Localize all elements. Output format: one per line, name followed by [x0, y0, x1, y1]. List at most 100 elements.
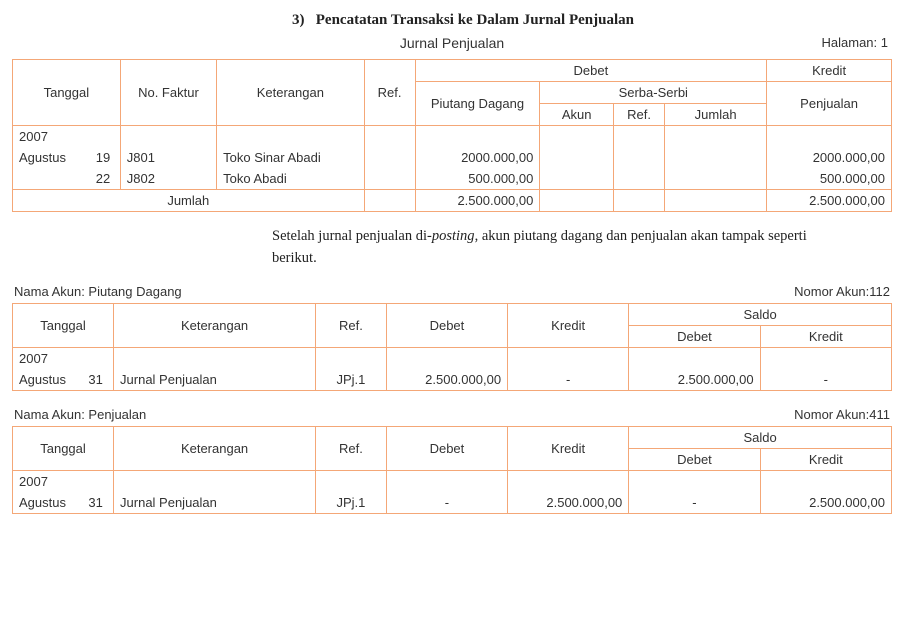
table-row: Agustus 31 Jurnal Penjualan JPj.1 - 2.50… [13, 492, 892, 514]
cell-year: 2007 [13, 347, 79, 369]
cell-ref: JPj.1 [316, 369, 387, 391]
cell-empty [78, 347, 113, 369]
cell-empty [316, 347, 387, 369]
cell-skredit: - [760, 369, 891, 391]
ledger1-name: Nama Akun: Piutang Dagang [14, 284, 182, 299]
cell-empty [767, 126, 892, 148]
cell-debet: - [386, 492, 507, 514]
cell-empty [316, 470, 387, 492]
cell-day: 22 [86, 168, 120, 190]
col-ref: Ref. [316, 303, 387, 347]
cell-empty [120, 126, 216, 148]
col-debet: Debet [386, 303, 507, 347]
col-debet: Debet [415, 60, 767, 82]
cell-sdebet: 2.500.000,00 [629, 369, 760, 391]
cell-empty [114, 347, 316, 369]
cell-empty [364, 168, 415, 190]
table-row: Agustus 19 J801 Toko Sinar Abadi 2000.00… [13, 147, 892, 168]
table-row: 2007 [13, 470, 892, 492]
cell-empty [114, 470, 316, 492]
cell-total-piutang: 2.500.000,00 [415, 190, 540, 212]
col-faktur: No. Faktur [120, 60, 216, 126]
cell-ket: Toko Sinar Abadi [217, 147, 364, 168]
paragraph-part1: Setelah jurnal penjualan di- [272, 228, 432, 244]
cell-ket: Jurnal Penjualan [114, 492, 316, 514]
col-ref-sub: Ref. [614, 104, 665, 126]
col-tanggal: Tanggal [13, 426, 114, 470]
section-title-text: Pencatatan Transaksi ke Dalam Jurnal Pen… [316, 12, 634, 28]
cell-empty [760, 347, 891, 369]
col-keterangan: Keterangan [114, 303, 316, 347]
cell-day: 19 [86, 147, 120, 168]
col-keterangan: Keterangan [114, 426, 316, 470]
cell-skredit: 2.500.000,00 [760, 492, 891, 514]
cell-kredit: - [508, 369, 629, 391]
cell-ket: Jurnal Penjualan [114, 369, 316, 391]
cell-ket: Toko Abadi [217, 168, 364, 190]
cell-empty [760, 470, 891, 492]
cell-empty [86, 126, 120, 148]
col-kredit: Kredit [508, 303, 629, 347]
ledger2-name: Nama Akun: Penjualan [14, 407, 146, 422]
cell-kredit: 2.500.000,00 [508, 492, 629, 514]
cell-empty [217, 126, 364, 148]
cell-empty [78, 470, 113, 492]
cell-empty [13, 168, 87, 190]
sales-journal-title: Jurnal Penjualan [12, 35, 892, 51]
col-saldo-debet: Debet [629, 448, 760, 470]
col-piutang: Piutang Dagang [415, 82, 540, 126]
cell-penjualan: 2000.000,00 [767, 147, 892, 168]
cell-empty [614, 190, 665, 212]
cell-sdebet: - [629, 492, 760, 514]
col-akun: Akun [540, 104, 614, 126]
cell-empty [364, 126, 415, 148]
cell-year: 2007 [13, 126, 87, 148]
col-saldo-debet: Debet [629, 325, 760, 347]
cell-month: Agustus [13, 147, 87, 168]
cell-empty [364, 147, 415, 168]
col-debet: Debet [386, 426, 507, 470]
cell-total-penjualan: 2.500.000,00 [767, 190, 892, 212]
sales-journal-table: Tanggal No. Faktur Keterangan Ref. Debet… [12, 59, 892, 212]
cell-empty [629, 470, 760, 492]
col-ref: Ref. [364, 60, 415, 126]
col-kredit: Kredit [508, 426, 629, 470]
cell-debet: 2.500.000,00 [386, 369, 507, 391]
cell-empty [665, 147, 767, 168]
cell-empty [508, 347, 629, 369]
cell-day: 31 [78, 492, 113, 514]
ledger2-number: Nomor Akun:411 [794, 407, 890, 422]
col-saldo-kredit: Kredit [760, 325, 891, 347]
col-saldo: Saldo [629, 303, 892, 325]
cell-year: 2007 [13, 470, 79, 492]
col-tanggal: Tanggal [13, 303, 114, 347]
cell-faktur: J802 [120, 168, 216, 190]
cell-empty [508, 470, 629, 492]
cell-faktur: J801 [120, 147, 216, 168]
table-row: 2007 [13, 126, 892, 148]
col-kredit: Kredit [767, 60, 892, 82]
ledger1-header: Nama Akun: Piutang Dagang Nomor Akun:112 [14, 284, 890, 299]
cell-piutang: 500.000,00 [415, 168, 540, 190]
col-ref: Ref. [316, 426, 387, 470]
table-row: Agustus 31 Jurnal Penjualan JPj.1 2.500.… [13, 369, 892, 391]
cell-empty [540, 190, 614, 212]
table-row: 22 J802 Toko Abadi 500.000,00 500.000,00 [13, 168, 892, 190]
cell-empty [629, 347, 760, 369]
cell-empty [364, 190, 415, 212]
ledger2-header: Nama Akun: Penjualan Nomor Akun:411 [14, 407, 890, 422]
cell-empty [665, 168, 767, 190]
cell-empty [540, 126, 614, 148]
table-row: 2007 [13, 347, 892, 369]
cell-empty [614, 126, 665, 148]
cell-empty [415, 126, 540, 148]
cell-total-label: Jumlah [13, 190, 365, 212]
cell-empty [540, 168, 614, 190]
section-title: 3) Pencatatan Transaksi ke Dalam Jurnal … [292, 12, 892, 29]
col-serba: Serba-Serbi [540, 82, 767, 104]
cell-empty [665, 190, 767, 212]
sales-journal-heading: Jurnal Penjualan Halaman: 1 [12, 35, 892, 55]
cell-piutang: 2000.000,00 [415, 147, 540, 168]
ledger2-table: Tanggal Keterangan Ref. Debet Kredit Sal… [12, 426, 892, 514]
section-number: 3) [292, 12, 305, 28]
